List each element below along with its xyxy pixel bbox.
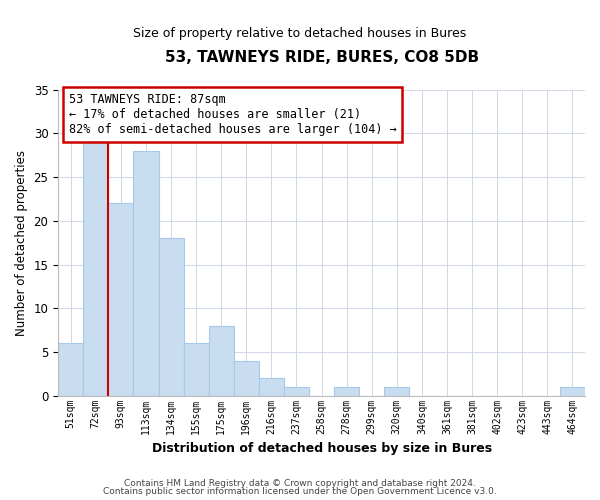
Bar — [334, 387, 359, 396]
Bar — [560, 387, 585, 396]
Bar — [184, 343, 209, 396]
Text: Size of property relative to detached houses in Bures: Size of property relative to detached ho… — [133, 28, 467, 40]
Title: 53, TAWNEYS RIDE, BURES, CO8 5DB: 53, TAWNEYS RIDE, BURES, CO8 5DB — [164, 50, 479, 65]
Bar — [209, 326, 234, 396]
X-axis label: Distribution of detached houses by size in Bures: Distribution of detached houses by size … — [152, 442, 491, 455]
Text: 53 TAWNEYS RIDE: 87sqm
← 17% of detached houses are smaller (21)
82% of semi-det: 53 TAWNEYS RIDE: 87sqm ← 17% of detached… — [68, 93, 397, 136]
Text: Contains HM Land Registry data © Crown copyright and database right 2024.: Contains HM Land Registry data © Crown c… — [124, 478, 476, 488]
Bar — [109, 204, 133, 396]
Bar — [384, 387, 409, 396]
Bar — [259, 378, 284, 396]
Bar — [58, 343, 83, 396]
Y-axis label: Number of detached properties: Number of detached properties — [15, 150, 28, 336]
Bar — [234, 360, 259, 396]
Bar — [133, 151, 158, 396]
Text: Contains public sector information licensed under the Open Government Licence v3: Contains public sector information licen… — [103, 487, 497, 496]
Bar — [83, 142, 109, 396]
Bar — [284, 387, 309, 396]
Bar — [158, 238, 184, 396]
